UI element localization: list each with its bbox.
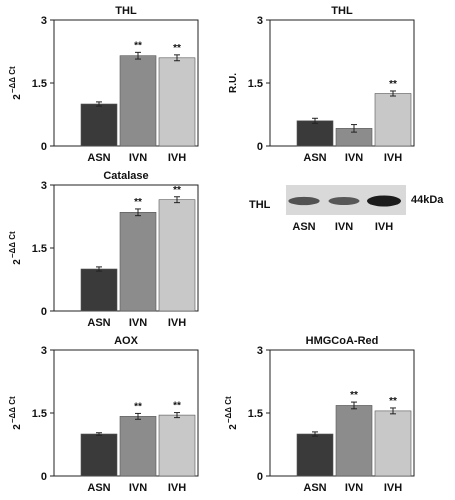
bar — [335, 405, 373, 477]
category-label: IVN — [345, 152, 363, 164]
y-axis-label: 2−ΔΔ Ct — [8, 231, 23, 265]
category-label: IVH — [168, 152, 186, 164]
error-bar — [174, 196, 180, 204]
error-bar — [174, 54, 180, 62]
y-tick-label: 3 — [257, 345, 263, 357]
error-bar — [390, 90, 396, 97]
category-label: IVN — [345, 482, 363, 494]
bar — [296, 120, 334, 147]
bar — [80, 103, 118, 147]
y-axis-label: 2−ΔΔ Ct — [224, 396, 239, 430]
category-label: IVH — [384, 482, 402, 494]
y-axis-label: 2−ΔΔ Ct — [8, 66, 23, 100]
blot-protein-label: THL — [249, 199, 271, 211]
y-tick-label: 1.5 — [32, 78, 47, 90]
error-bar — [96, 101, 102, 107]
y-tick-label: 1.5 — [248, 408, 263, 420]
chart-title: HMGCoA-Red — [306, 335, 379, 347]
bar — [80, 268, 118, 312]
chart-panel: AOX 0 1.5 3 2−ΔΔ Ct ASN ** IVN ** IVH — [8, 335, 199, 494]
error-bar — [312, 117, 318, 124]
y-tick-label: 0 — [41, 141, 47, 153]
category-label: ASN — [87, 317, 110, 329]
bar — [296, 433, 334, 477]
bar — [119, 416, 157, 477]
significance-label: ** — [350, 390, 358, 401]
error-bar — [135, 208, 141, 217]
blot-band — [367, 195, 401, 207]
chart-panel: HMGCoA-Red 0 1.5 3 2−ΔΔ Ct ASN ** IVN ** IVH — [224, 335, 415, 494]
bar — [374, 93, 412, 147]
chart-panel: Catalase 0 1.5 3 2−ΔΔ Ct ASN ** IVN ** IVH — [8, 170, 199, 329]
y-axis-label: 2−ΔΔ Ct — [8, 396, 23, 430]
bar — [158, 414, 196, 477]
chart-title: AOX — [114, 335, 139, 347]
blot-band — [328, 197, 360, 205]
y-tick-label: 3 — [41, 345, 47, 357]
chart-panels: THL 0 1.5 3 2−ΔΔ Ct ASN ** IVN ** IVH THL 0 1.5 3 R.U.… — [8, 5, 415, 494]
error-bar — [312, 431, 318, 437]
category-label: IVH — [384, 152, 402, 164]
y-axis-label: R.U. — [228, 73, 239, 93]
significance-label: ** — [173, 401, 181, 412]
y-tick-label: 1.5 — [32, 408, 47, 420]
bar — [80, 433, 118, 477]
blot-band — [288, 196, 320, 206]
western-blot: THL 44kDa ASN IVN IVH — [249, 185, 444, 233]
error-bar — [96, 266, 102, 272]
significance-label: ** — [134, 197, 142, 208]
significance-label: ** — [173, 185, 181, 196]
bar — [119, 212, 157, 312]
blot-lane-label: IVN — [335, 221, 353, 233]
bar — [158, 199, 196, 312]
error-bar — [96, 432, 102, 436]
error-bar — [390, 407, 396, 415]
category-label: IVN — [129, 317, 147, 329]
error-bar — [135, 412, 141, 420]
error-bar — [174, 412, 180, 419]
bar — [374, 410, 412, 477]
blot-lane-label: ASN — [292, 221, 315, 233]
y-tick-label: 0 — [257, 471, 263, 483]
significance-label: ** — [173, 43, 181, 54]
significance-label: ** — [134, 401, 142, 412]
y-tick-label: 0 — [257, 141, 263, 153]
blot-size-label: 44kDa — [411, 194, 444, 206]
y-tick-label: 0 — [41, 306, 47, 318]
category-label: ASN — [87, 482, 110, 494]
bar — [119, 55, 157, 147]
y-tick-label: 0 — [41, 471, 47, 483]
y-tick-label: 3 — [41, 180, 47, 192]
chart-title: Catalase — [103, 170, 148, 182]
chart-title: THL — [115, 5, 137, 17]
error-bar — [351, 124, 357, 133]
chart-title: THL — [331, 5, 353, 17]
y-tick-label: 1.5 — [248, 78, 263, 90]
y-tick-label: 1.5 — [32, 243, 47, 255]
category-label: IVH — [168, 482, 186, 494]
chart-panel: THL 0 1.5 3 R.U. ASN IVN ** IVH — [228, 5, 415, 164]
significance-label: ** — [389, 396, 397, 407]
category-label: IVN — [129, 152, 147, 164]
error-bar — [351, 401, 357, 410]
category-label: ASN — [87, 152, 110, 164]
chart-panel: THL 0 1.5 3 2−ΔΔ Ct ASN ** IVN ** IVH — [8, 5, 199, 164]
category-label: ASN — [303, 482, 326, 494]
error-bar — [135, 51, 141, 60]
significance-label: ** — [134, 40, 142, 51]
y-tick-label: 3 — [41, 15, 47, 27]
bar — [158, 57, 196, 147]
blot-lane-label: IVH — [375, 221, 393, 233]
category-label: IVN — [129, 482, 147, 494]
y-tick-label: 3 — [257, 15, 263, 27]
category-label: ASN — [303, 152, 326, 164]
category-label: IVH — [168, 317, 186, 329]
significance-label: ** — [389, 79, 397, 90]
